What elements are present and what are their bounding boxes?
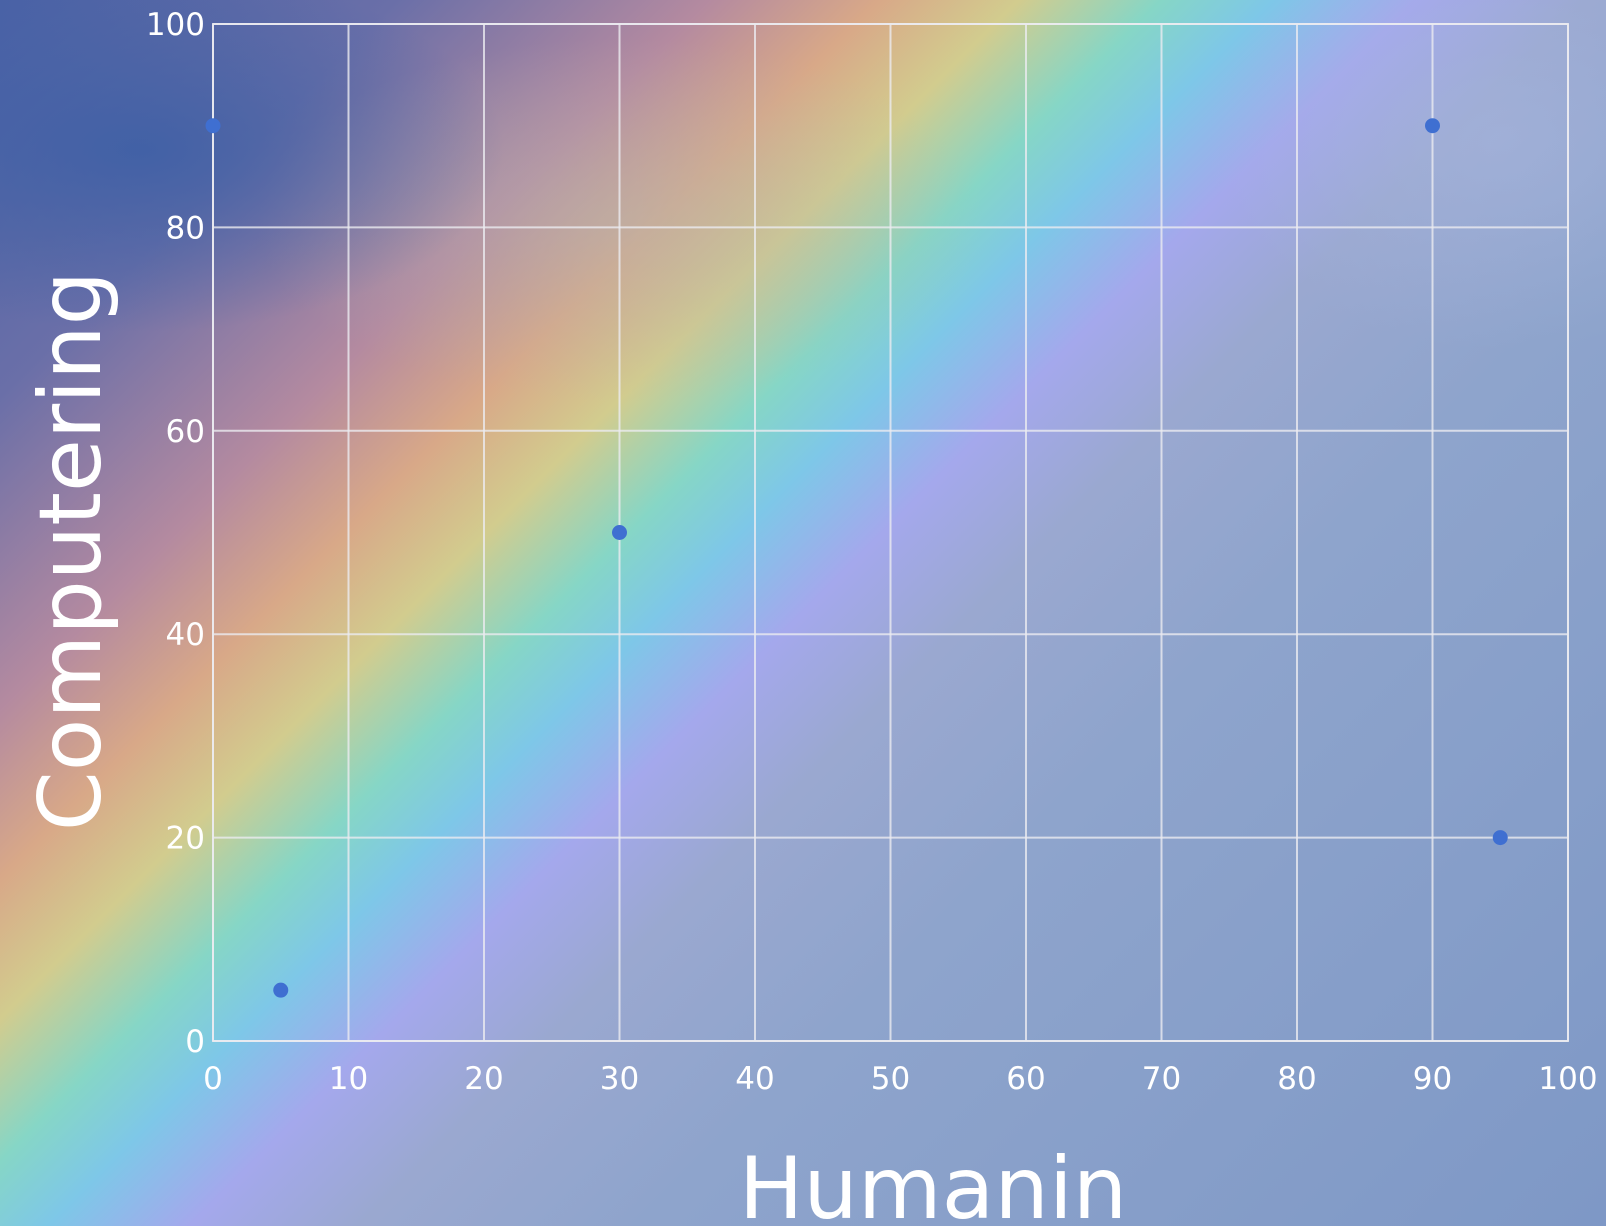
x-tick-label: 80 [1277, 1061, 1316, 1097]
plot-frame [212, 23, 1569, 1042]
y-tick-label: 60 [166, 414, 205, 450]
y-axis-title: Computering [21, 271, 121, 832]
x-tick-label: 60 [1006, 1061, 1045, 1097]
data-point [205, 118, 221, 134]
x-tick-label: 0 [203, 1061, 223, 1097]
x-tick-label: 40 [735, 1061, 774, 1097]
x-tick-label: 30 [600, 1061, 639, 1097]
data-point [1425, 118, 1440, 134]
y-tick-label: 40 [166, 617, 205, 653]
x-tick-label: 100 [1538, 1061, 1597, 1097]
grid [212, 23, 1569, 1042]
y-tick-label: 20 [166, 821, 205, 857]
data-point [612, 525, 627, 540]
x-tick-label: 10 [329, 1061, 368, 1097]
x-axis-ticks: 0 10 20 30 40 50 60 70 80 90 100 [203, 1061, 1597, 1097]
data-point [1492, 830, 1508, 846]
y-tick-label: 80 [166, 210, 205, 246]
y-tick-label: 0 [185, 1024, 205, 1060]
data-point [273, 982, 289, 998]
x-tick-label: 70 [1142, 1061, 1181, 1097]
data-points [205, 118, 1508, 998]
x-tick-label: 90 [1413, 1061, 1452, 1097]
x-tick-label: 20 [464, 1061, 503, 1097]
x-axis-title: Humanin [739, 1139, 1128, 1226]
y-axis-ticks: 0 20 40 60 80 100 [146, 7, 205, 1060]
x-tick-label: 50 [871, 1061, 910, 1097]
y-tick-label: 100 [146, 7, 205, 43]
